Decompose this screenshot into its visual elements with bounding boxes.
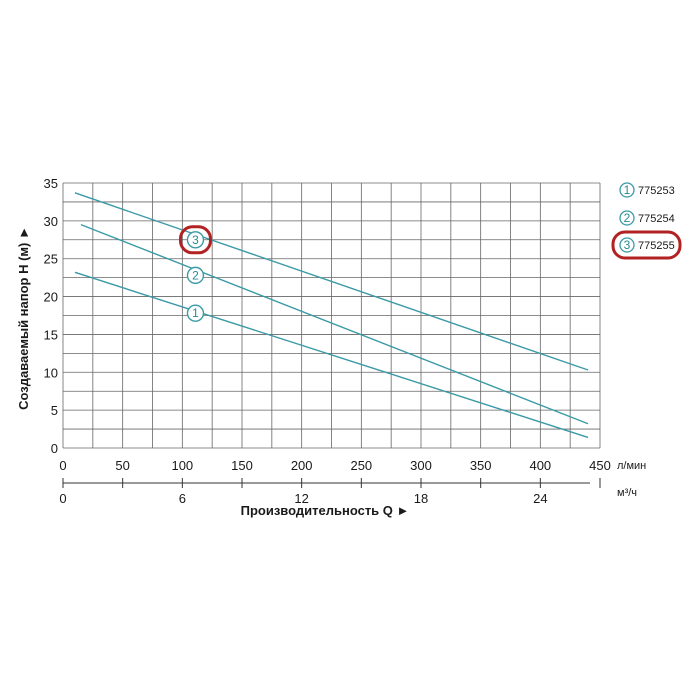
series-markers: 1 2 3	[178, 225, 212, 322]
x2-tick-label: 12	[294, 491, 308, 506]
x-tick-label: 400	[529, 458, 551, 473]
legend-entry-1: 775253	[638, 185, 675, 197]
y-tick-labels: 0 5 10 15 20 25 30 35	[44, 176, 58, 456]
x-unit-primary: л/мин	[617, 460, 646, 472]
x-tick-label: 200	[291, 458, 313, 473]
y-tick-label: 20	[44, 290, 58, 305]
y-tick-label: 25	[44, 252, 58, 267]
x-tick-label: 50	[115, 458, 129, 473]
series-line-2	[80, 223, 589, 425]
series-marker-label-3: 3	[192, 233, 199, 247]
series-marker-circle-3	[186, 231, 205, 249]
legend-marker-label-2: 2	[624, 211, 631, 225]
legend-highlight	[611, 230, 682, 260]
y-tick-label: 35	[44, 176, 58, 191]
x-tick-label: 100	[171, 458, 193, 473]
legend-marker-circle-1	[619, 182, 635, 198]
x-tick-label: 150	[231, 458, 253, 473]
series-line-1	[74, 271, 589, 439]
y-axis-title: Создаваемый напор H (м) ►	[16, 226, 31, 410]
series-marker-label-1: 1	[192, 306, 199, 320]
x-tick-labels-m3h: 0 6 12 18 24	[59, 491, 547, 506]
x-unit-secondary: м³/ч	[617, 487, 637, 499]
axes	[62, 478, 601, 488]
legend-entry-3: 775255	[638, 240, 675, 252]
x2-tick-label: 24	[533, 491, 547, 506]
legend-marker-label-3: 3	[624, 238, 631, 252]
series-marker-label-2: 2	[192, 268, 199, 282]
x-axis-title: Производительность Q ►	[241, 503, 410, 518]
series-lines	[74, 192, 589, 439]
grid-lines	[62, 182, 601, 449]
legend-marker-circle-3	[619, 237, 635, 253]
x-tick-label: 300	[410, 458, 432, 473]
legend: 1 775253 2 775254 3 775255	[611, 182, 682, 260]
y-tick-label: 0	[51, 441, 58, 456]
y-tick-label: 30	[44, 214, 58, 229]
x-tick-label: 450	[589, 458, 611, 473]
series-marker-circle-1	[186, 304, 205, 322]
legend-entry-2: 775254	[638, 213, 675, 225]
x-tick-labels-lpm: 0 50 100 150 200 250 300 350 400 450	[59, 458, 610, 473]
series-marker-highlight	[178, 225, 212, 255]
x2-tick-label: 18	[414, 491, 428, 506]
legend-marker-label-1: 1	[624, 183, 631, 197]
y-tick-label: 5	[51, 403, 58, 418]
y-tick-label: 15	[44, 327, 58, 342]
x2-tick-label: 0	[59, 491, 66, 506]
legend-marker-circle-2	[619, 210, 635, 226]
x-tick-label: 250	[350, 458, 372, 473]
series-marker-circle-2	[186, 266, 205, 285]
x-tick-label: 350	[470, 458, 492, 473]
y-tick-label: 10	[44, 365, 58, 380]
series-line-3	[74, 192, 589, 371]
x-tick-label: 0	[59, 458, 66, 473]
x2-tick-label: 6	[179, 491, 186, 506]
